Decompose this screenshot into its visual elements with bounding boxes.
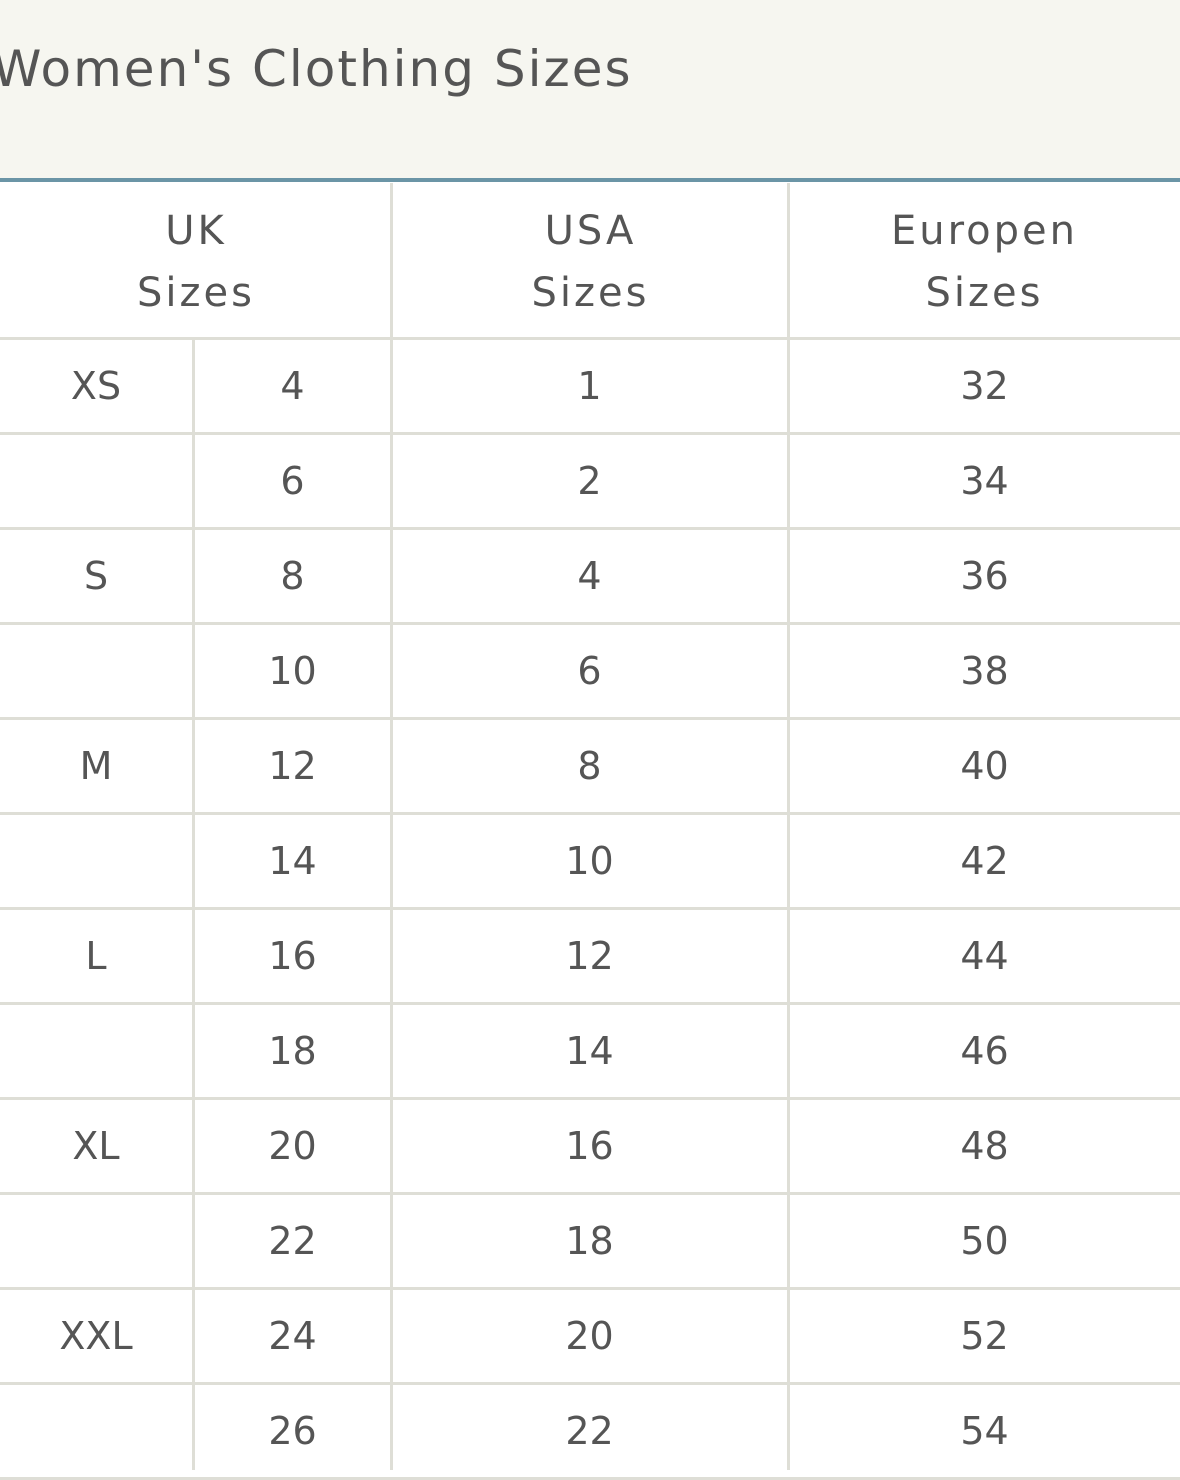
size-usa: 2 (577, 459, 602, 503)
size-usa: 1 (577, 364, 602, 408)
row-divider (0, 907, 1180, 910)
row-divider (0, 717, 1180, 720)
size-usa: 16 (565, 1124, 614, 1168)
row-divider (0, 622, 1180, 625)
size-usa: 20 (565, 1314, 614, 1358)
size-eu: 54 (960, 1409, 1009, 1453)
column-header: USA Sizes (531, 207, 650, 316)
column-divider (787, 183, 790, 1470)
size-size: S (83, 554, 109, 598)
size-size: L (85, 934, 107, 978)
size-uk: 12 (268, 744, 317, 788)
size-usa: 4 (577, 554, 602, 598)
size-uk: 18 (268, 1029, 317, 1073)
size-eu: 44 (960, 934, 1009, 978)
size-usa: 22 (565, 1409, 614, 1453)
size-size: M (79, 744, 113, 788)
title-rule (0, 178, 1180, 182)
row-divider (0, 812, 1180, 815)
row-divider (0, 527, 1180, 530)
size-uk: 22 (268, 1219, 317, 1263)
size-uk: 16 (268, 934, 317, 978)
size-uk: 8 (280, 554, 305, 598)
row-divider (0, 1192, 1180, 1195)
size-usa: 12 (565, 934, 614, 978)
size-uk: 10 (268, 649, 317, 693)
size-eu: 34 (960, 459, 1009, 503)
size-uk: 26 (268, 1409, 317, 1453)
column-header: Europen Sizes (890, 207, 1078, 316)
size-uk: 14 (268, 839, 317, 883)
size-eu: 32 (960, 364, 1009, 408)
row-divider (0, 1002, 1180, 1005)
row-divider (0, 1287, 1180, 1290)
size-eu: 48 (960, 1124, 1009, 1168)
column-divider (192, 340, 195, 1470)
size-usa: 18 (565, 1219, 614, 1263)
size-usa: 8 (577, 744, 602, 788)
size-eu: 40 (960, 744, 1009, 788)
size-usa: 14 (565, 1029, 614, 1073)
column-header: UK Sizes (137, 207, 255, 316)
size-eu: 36 (960, 554, 1009, 598)
size-usa: 10 (565, 839, 614, 883)
column-divider (390, 183, 393, 1470)
size-uk: 20 (268, 1124, 317, 1168)
size-eu: 52 (960, 1314, 1009, 1358)
size-uk: 24 (268, 1314, 317, 1358)
size-eu: 46 (960, 1029, 1009, 1073)
size-uk: 6 (280, 459, 305, 503)
size-eu: 42 (960, 839, 1009, 883)
size-uk: 4 (280, 364, 305, 408)
page-title: Women's Clothing Sizes (0, 40, 633, 98)
size-size: XS (70, 364, 122, 408)
size-size: XL (72, 1124, 120, 1168)
size-eu: 50 (960, 1219, 1009, 1263)
row-divider (0, 432, 1180, 435)
size-usa: 6 (577, 649, 602, 693)
size-size: XXL (59, 1314, 133, 1358)
size-eu: 38 (960, 649, 1009, 693)
row-divider (0, 1382, 1180, 1385)
title-band: Women's Clothing Sizes (0, 0, 1180, 178)
row-divider (0, 337, 1180, 340)
row-divider (0, 1097, 1180, 1100)
